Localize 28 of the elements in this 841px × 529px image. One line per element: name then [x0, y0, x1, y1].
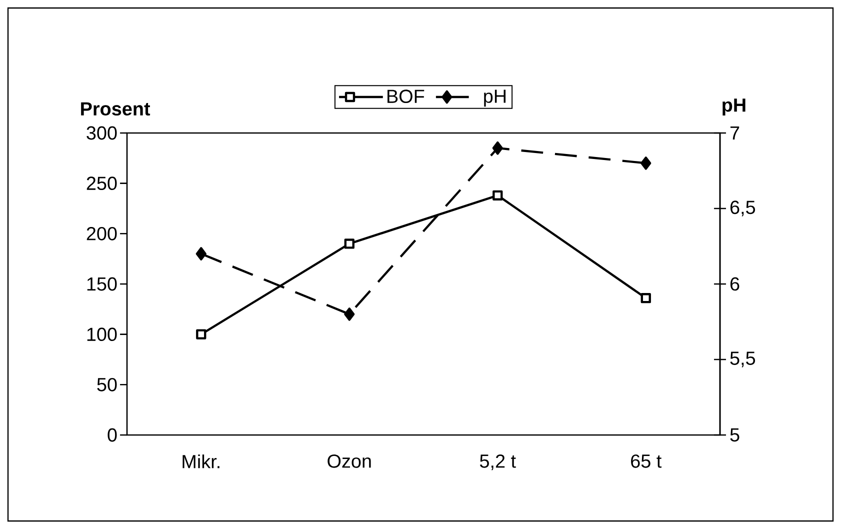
x-tick-label: Mikr.	[182, 454, 220, 468]
y-tick-label: 250	[86, 176, 117, 190]
x-tick-label: 5,2 t	[480, 454, 516, 470]
y2-tick-label: 7	[730, 126, 740, 140]
y-axis-title: Prosent	[81, 102, 150, 116]
point	[344, 308, 355, 321]
x-tick-label: Ozon	[328, 454, 371, 468]
point	[196, 329, 206, 340]
y2-axis-title: pH	[722, 98, 746, 116]
y-tick-label: 150	[87, 277, 117, 291]
point	[640, 156, 652, 170]
y-tick-label: 300	[86, 126, 117, 140]
point	[640, 293, 651, 304]
legend-label: BOF	[388, 90, 424, 104]
point	[196, 247, 206, 260]
y2-tick-label: 6,5	[730, 200, 756, 216]
y-tick-label: 50	[97, 378, 117, 392]
point	[344, 238, 354, 249]
y-tick-label: 200	[86, 226, 117, 240]
y-tick-label: 0	[108, 428, 117, 442]
x-tick-label: 65 t	[631, 454, 662, 468]
y2-tick-label: 5,5	[730, 352, 756, 368]
y-tick-label: 100	[87, 328, 117, 342]
y2-tick-label: 6	[730, 277, 740, 291]
point	[492, 190, 503, 200]
legend-label: pH	[484, 90, 506, 107]
point	[492, 141, 503, 155]
y2-tick-label: 5	[730, 428, 740, 442]
